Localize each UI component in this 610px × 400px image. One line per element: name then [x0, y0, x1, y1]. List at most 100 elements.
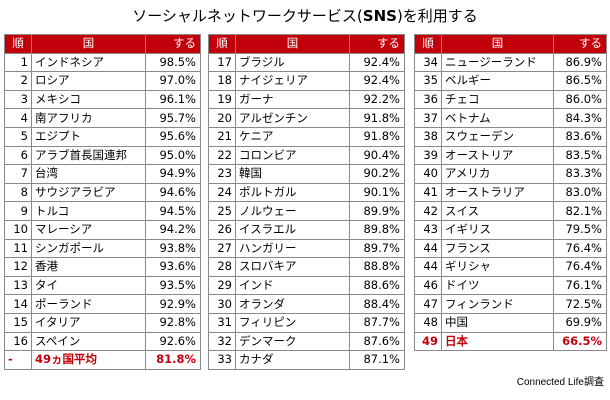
rank-cell: 8: [4, 182, 32, 203]
value-cell: 92.6%: [145, 331, 201, 352]
country-cell: 香港: [31, 257, 146, 277]
value-cell: 83.0%: [553, 182, 607, 203]
value-cell: 96.1%: [145, 89, 201, 110]
table-row: 35 ベルギー 86.5%: [414, 71, 607, 91]
table-row: 41 オーストラリア 83.0%: [414, 182, 607, 203]
page-title: ソーシャルネットワークサービス(SNS)を利用する: [132, 7, 478, 25]
value-cell: 93.8%: [145, 238, 201, 259]
rank-cell: 38: [414, 126, 442, 147]
table-row: 10 マレーシア 94.2%: [4, 219, 201, 240]
header-country: 国: [31, 34, 146, 54]
rank-cell: 48: [414, 312, 442, 333]
rank-cell: 47: [414, 294, 442, 314]
value-cell: 92.4%: [349, 52, 405, 73]
table-row: 13 タイ 93.5%: [4, 275, 201, 296]
country-cell: ポーランド: [31, 294, 146, 314]
table-row: 44 フランス 76.4%: [414, 238, 607, 259]
rank-cell: 42: [414, 201, 442, 221]
rank-cell: 43: [414, 219, 442, 240]
table-header-row: 順国する: [414, 34, 607, 54]
table-row: 16 スペイン 92.6%: [4, 331, 201, 352]
header-country: 国: [235, 34, 350, 54]
value-cell: 88.4%: [349, 294, 405, 314]
rank-cell: 6: [4, 145, 32, 166]
header-rank: 順: [414, 34, 442, 54]
table-row: 37 ベトナム 84.3%: [414, 108, 607, 128]
country-cell: ポルトガル: [235, 182, 350, 203]
country-cell: ケニア: [235, 126, 350, 147]
value-cell: 94.6%: [145, 182, 201, 203]
table-row: 6 アラブ首長国連邦 95.0%: [4, 145, 201, 166]
table-row: 23 韓国 90.2%: [208, 164, 405, 184]
country-cell: 台湾: [31, 164, 146, 184]
rank-cell: 44: [414, 238, 442, 259]
table-row: 34 ニュージーランド 86.9%: [414, 52, 607, 73]
country-cell: イギリス: [441, 219, 554, 240]
table-row: 26 イスラエル 89.8%: [208, 219, 405, 240]
rank-cell: 13: [4, 275, 32, 296]
country-cell: スロバキア: [235, 257, 350, 277]
rank-cell: 28: [208, 257, 236, 277]
table-row: 7 台湾 94.9%: [4, 164, 201, 184]
rank-cell: 40: [414, 164, 442, 184]
country-cell: シンガポール: [31, 238, 146, 259]
value-cell: 91.8%: [349, 108, 405, 128]
value-cell: 92.9%: [145, 294, 201, 314]
rank-cell: 17: [208, 52, 236, 73]
country-cell: フィリピン: [235, 312, 350, 333]
rank-cell: 46: [414, 275, 442, 296]
country-cell: インドネシア: [31, 52, 146, 73]
rank-cell: 12: [4, 257, 32, 277]
table-row: 48 中国 69.9%: [414, 312, 607, 333]
table-header-row: 順国する: [4, 34, 201, 54]
country-cell: デンマーク: [235, 331, 350, 352]
value-cell: 81.8%: [145, 350, 201, 370]
table-row: 18 ナイジェリア 92.4%: [208, 71, 405, 91]
rank-cell: 5: [4, 126, 32, 147]
country-cell: 日本: [441, 331, 554, 352]
table-row: 46 ドイツ 76.1%: [414, 275, 607, 296]
table-row-highlight: -49ヵ国平均 81.8%: [4, 350, 201, 370]
country-cell: チェコ: [441, 89, 554, 110]
table-row: 19 ガーナ 92.2%: [208, 89, 405, 110]
country-cell: アラブ首長国連邦: [31, 145, 146, 166]
country-cell: カナダ: [235, 350, 350, 370]
value-cell: 72.5%: [553, 294, 607, 314]
value-cell: 83.6%: [553, 126, 607, 147]
value-cell: 76.1%: [553, 275, 607, 296]
rank-cell: 49: [414, 331, 442, 352]
table-header-row: 順国する: [208, 34, 405, 54]
country-cell: 中国: [441, 312, 554, 333]
value-cell: 86.9%: [553, 52, 607, 73]
table-row: 33 カナダ 87.1%: [208, 350, 405, 370]
value-cell: 94.9%: [145, 164, 201, 184]
country-cell: トルコ: [31, 201, 146, 221]
value-cell: 92.2%: [349, 89, 405, 110]
table-row: 28 スロバキア 88.8%: [208, 257, 405, 277]
table-row: 5 エジプト 95.6%: [4, 126, 201, 147]
value-cell: 82.1%: [553, 201, 607, 221]
rank-cell: 2: [4, 71, 32, 91]
country-cell: 南アフリカ: [31, 108, 146, 128]
table-row: 1 インドネシア 98.5%: [4, 52, 201, 73]
value-cell: 66.5%: [553, 331, 607, 352]
rank-cell: 33: [208, 350, 236, 370]
header-rank: 順: [208, 34, 236, 54]
table-row: 15 イタリア 92.8%: [4, 312, 201, 333]
table-row-highlight: 49 日本 66.5%: [414, 331, 607, 352]
value-cell: 83.5%: [553, 145, 607, 166]
country-cell: サウジアラビア: [31, 182, 146, 203]
table-row: 42 スイス 82.1%: [414, 201, 607, 221]
table-row: 21 ケニア 91.8%: [208, 126, 405, 147]
ranking-table-2: 順国する 17 ブラジル 92.4% 18 ナイジェリア 92.4% 19 ガーナ 92.2% 20…: [208, 34, 405, 370]
country-cell: オーストラリア: [441, 182, 554, 203]
rank-cell: 30: [208, 294, 236, 314]
country-cell: エジプト: [31, 126, 146, 147]
value-cell: 95.7%: [145, 108, 201, 128]
country-cell: タイ: [31, 275, 146, 296]
value-cell: 95.0%: [145, 145, 201, 166]
rank-cell: 19: [208, 89, 236, 110]
rank-cell: 10: [4, 219, 32, 240]
country-cell: ロシア: [31, 71, 146, 91]
rank-cell: 26: [208, 219, 236, 240]
